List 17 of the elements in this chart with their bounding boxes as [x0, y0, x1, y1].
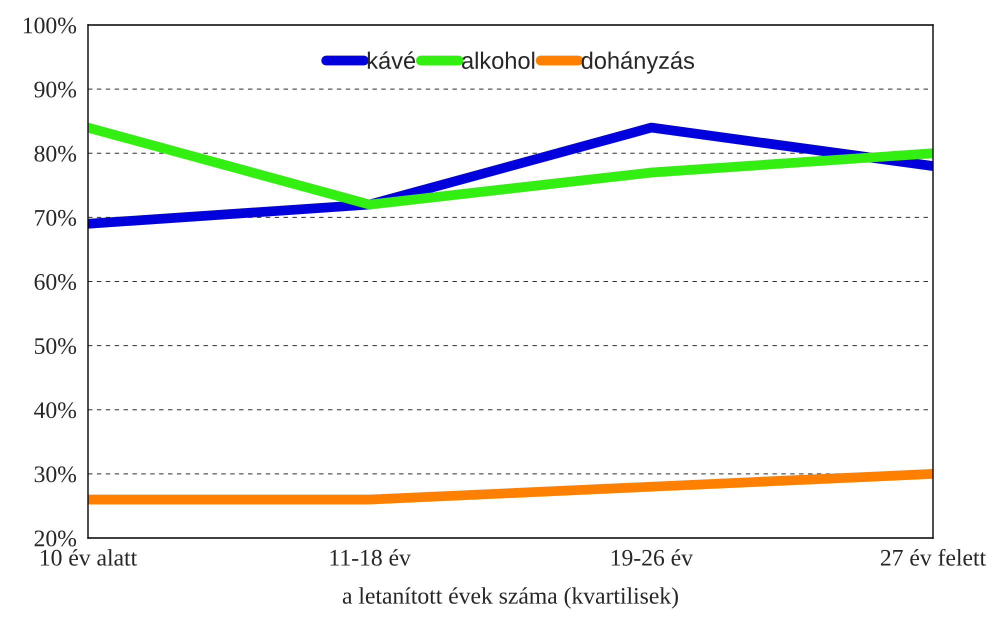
y-tick-label: 20% — [34, 530, 76, 546]
y-tick-label: 80% — [34, 146, 76, 162]
x-tick-label: 27 év felett — [880, 548, 986, 566]
x-axis-title: a letanított évek száma (kvartilisek) — [342, 587, 678, 609]
x-tick-label: 19-26 év — [612, 549, 693, 566]
legend-label: alkohol — [462, 52, 534, 69]
y-tick-label: 30% — [34, 466, 76, 482]
legend-label: dohányzás — [582, 51, 694, 74]
y-tick-label: 60% — [34, 274, 76, 290]
y-tick-label: 70% — [35, 210, 76, 226]
x-tick-label: 11-18 év — [330, 549, 411, 566]
y-tick-label: 40% — [34, 402, 76, 418]
legend-label: kávé — [368, 51, 416, 69]
y-tick-label: 90% — [34, 82, 76, 98]
y-tick-label: 100% — [24, 17, 76, 34]
x-tick-label: 10 év alatt — [40, 549, 138, 566]
y-tick-label: 50% — [34, 338, 76, 354]
